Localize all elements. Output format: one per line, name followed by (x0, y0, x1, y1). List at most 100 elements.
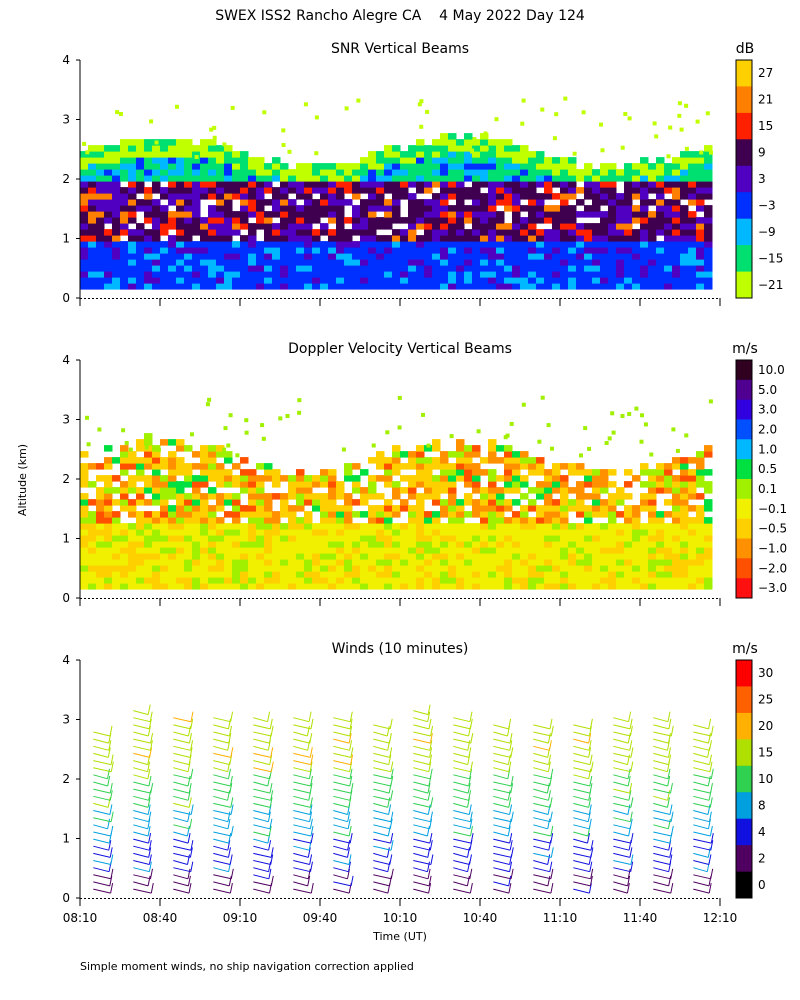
colorbar-label: −0.1 (758, 502, 787, 516)
doppler-plot-area[interactable]: 0 1 2 3 4 (62, 353, 721, 606)
colorbar-swatch (736, 379, 752, 401)
colorbar-label: −9 (758, 225, 776, 239)
colorbar-swatch (736, 792, 752, 820)
colorbar-label: 5.0 (758, 383, 777, 397)
doppler-panel: Doppler Velocity Vertical Beams m/s 0 1 2 3… (62, 341, 787, 606)
colorbar-swatch (736, 498, 752, 520)
y-tick-label: 3 (62, 413, 70, 427)
colorbar-swatch (736, 578, 752, 599)
doppler-units: m/s (732, 341, 758, 357)
y-tick-label: 4 (62, 53, 70, 67)
x-tick-label: 11:10 (543, 911, 578, 925)
colorbar-label: 3.0 (758, 403, 777, 417)
colorbar-swatch (736, 245, 752, 272)
colorbar-swatch (736, 86, 752, 114)
winds-units: m/s (732, 641, 758, 657)
colorbar-swatch (736, 439, 752, 460)
colorbar-swatch (736, 712, 752, 740)
colorbar-label: −3 (758, 198, 776, 212)
colorbar-label: 0.1 (758, 482, 777, 496)
colorbar-label: 3 (758, 172, 766, 186)
colorbar-label: 25 (758, 693, 773, 707)
y-tick-label: 1 (62, 532, 70, 546)
x-tick-labels: 08:10 08:40 09:10 09:40 10:10 10:40 11:10 11:40… (63, 911, 738, 925)
y-tick-label: 2 (62, 472, 70, 486)
colorbar-swatch (736, 218, 752, 246)
colorbar-swatch (736, 271, 752, 299)
winds-panel-title: Winds (10 minutes) (332, 641, 469, 657)
y-tick-label: 0 (62, 591, 70, 605)
colorbar-label: 21 (758, 93, 773, 107)
colorbar-label: 30 (758, 666, 773, 680)
colorbar-label: 10 (758, 772, 773, 786)
colorbar-swatch (736, 112, 752, 140)
snr-units: dB (736, 41, 755, 57)
colorbar-swatch (736, 479, 752, 500)
colorbar-swatch (736, 518, 752, 539)
colorbar-label: 10.0 (758, 363, 785, 377)
y-tick-label: 4 (62, 653, 70, 667)
colorbar-swatch (736, 165, 752, 193)
colorbar-swatch (736, 360, 752, 381)
colorbar-swatch (736, 818, 752, 846)
x-tick-label: 10:40 (463, 911, 498, 925)
snr-plot-area[interactable]: 0 1 2 3 4 (62, 53, 721, 306)
y-tick-label: 3 (62, 713, 70, 727)
colorbar-label: 2 (758, 851, 766, 865)
colorbar-label: −15 (758, 251, 783, 265)
y-tick-label: 4 (62, 353, 70, 367)
x-tick-label: 11:40 (623, 911, 658, 925)
colorbar-label: 9 (758, 146, 766, 160)
x-tick-label: 09:10 (223, 911, 258, 925)
x-tick-label: 09:40 (303, 911, 338, 925)
colorbar-swatch (736, 765, 752, 793)
y-tick-label: 3 (62, 113, 70, 127)
colorbar-swatch (736, 538, 752, 559)
y-tick-label: 2 (62, 172, 70, 186)
colorbar-swatch (736, 845, 752, 872)
colorbar-label: 1.0 (758, 442, 777, 456)
colorbar-label: −2.0 (758, 561, 787, 575)
y-axis-label: Altitude (km) (16, 444, 29, 516)
y-tick-label: 1 (62, 232, 70, 246)
colorbar-swatch (736, 660, 752, 687)
x-tick-label: 12:10 (703, 911, 738, 925)
figure-title: SWEX ISS2 Rancho Alegre CA 4 May 2022 Da… (215, 8, 585, 24)
colorbar-swatch (736, 459, 752, 480)
doppler-panel-title: Doppler Velocity Vertical Beams (288, 341, 512, 357)
colorbar-label: −3.0 (758, 581, 787, 595)
colorbar-label: −0.5 (758, 522, 787, 536)
colorbar-label: 8 (758, 798, 766, 812)
colorbar-label: 4 (758, 825, 766, 839)
colorbar-label: 20 (758, 719, 773, 733)
x-tick-label: 10:10 (383, 911, 418, 925)
y-tick-label: 2 (62, 772, 70, 786)
colorbar-label: 0.5 (758, 462, 777, 476)
x-tick-label: 08:40 (143, 911, 178, 925)
y-tick-label: 1 (62, 832, 70, 846)
colorbar-label: −1.0 (758, 541, 787, 555)
colorbar-swatch (736, 871, 752, 899)
footnote: Simple moment winds, no ship navigation … (80, 960, 414, 973)
colorbar-swatch (736, 558, 752, 579)
colorbar-swatch (736, 419, 752, 440)
colorbar-label: 27 (758, 66, 773, 80)
snr-colorbar: 27 21 15 9 3 −3 −9 −15 −21 (735, 59, 783, 299)
winds-plot-area[interactable]: 0 1 2 3 4 (62, 653, 721, 906)
colorbar-label: 0 (758, 878, 766, 892)
colorbar-label: 15 (758, 119, 773, 133)
colorbar-swatch (736, 686, 752, 714)
colorbar-label: 15 (758, 746, 773, 760)
y-tick-label: 0 (62, 291, 70, 305)
x-axis-label: Time (UT) (372, 930, 427, 943)
colorbar-swatch (736, 739, 752, 767)
colorbar-swatch (736, 192, 752, 220)
colorbar-swatch (736, 139, 752, 167)
snr-panel: SNR Vertical Beams dB 0 1 2 3 4 27 21 15 9 3 −3 −9… (62, 41, 783, 306)
colorbar-label: 2.0 (758, 422, 777, 436)
y-tick-label: 0 (62, 891, 70, 905)
x-tick-label: 08:10 (63, 911, 98, 925)
